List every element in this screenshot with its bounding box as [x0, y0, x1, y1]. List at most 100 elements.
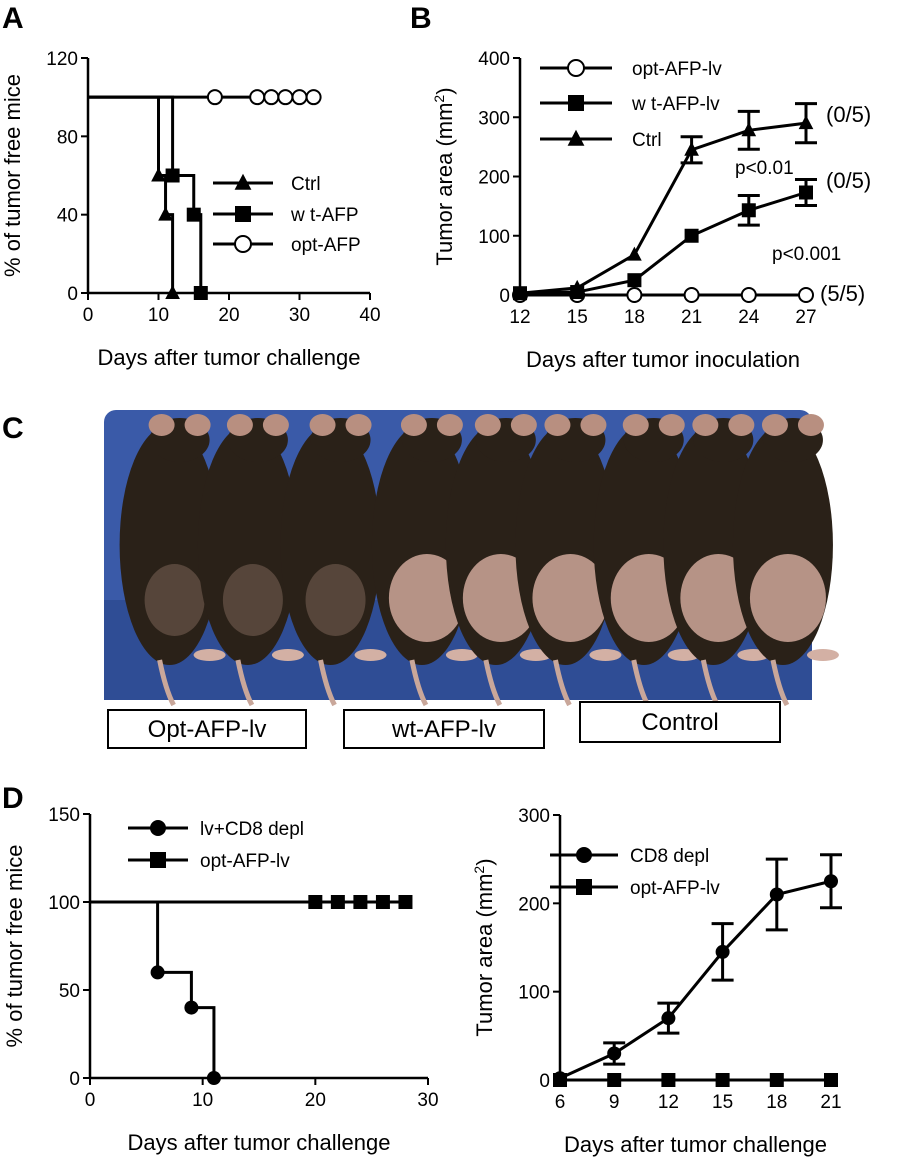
b-series-ctrl-line: [519, 121, 807, 295]
b-series-w-t-afp-lv-point: [741, 203, 756, 218]
mice-photograph: Opt-AFP-lv wt-AFP-lv Control: [104, 410, 839, 749]
mouse: [593, 414, 700, 707]
d-left-series-opt-afp-lv-point: [375, 895, 390, 909]
a-series-opt-afp-point: [291, 89, 308, 106]
d-left-series-opt-afp-lv-point: [398, 895, 413, 909]
b-x-tick-label: 24: [738, 307, 760, 328]
a-series-opt-afp-point: [305, 89, 322, 106]
d-right-series-opt-afp-lv-point: [715, 1073, 730, 1087]
b-y-axis-title-end: ): [432, 87, 457, 94]
b-y-tick-label: 300: [478, 108, 510, 129]
mouse-flank: [144, 564, 205, 636]
a-series-w-t-afp: [88, 95, 208, 300]
mouse-ear: [148, 414, 175, 436]
panel-letter-d: D: [2, 782, 24, 815]
a-series-ctrl-point: [158, 206, 173, 221]
a-y-tick-label: 0: [67, 284, 78, 305]
photo-label-control: Control: [641, 709, 718, 736]
d-right-x-tick-label: 15: [712, 1092, 733, 1113]
d-left-series-opt-afp-lv-point: [330, 895, 345, 909]
a-series-w-t-afp-point: [193, 286, 208, 300]
d-right-series-opt-afp-lv-point: [553, 1073, 567, 1087]
b-series-ctrl: [512, 102, 817, 300]
b-y-tick-label: 0: [499, 286, 510, 307]
b-annotation: (0/5): [826, 102, 871, 127]
d-left-x-tick-label: 0: [85, 1090, 96, 1111]
d-right-series-opt-afp-lv: [553, 1073, 838, 1087]
mouse-ear: [544, 414, 571, 436]
a-series-opt-afp-point: [263, 89, 280, 106]
d-right-legend-marker: [576, 847, 592, 863]
mouse-tail: [318, 659, 337, 707]
d-left-y-tick-label: 0: [69, 1069, 80, 1090]
b-legend-label: w t-AFP-lv: [631, 94, 720, 115]
a-x-tick-label: 0: [83, 305, 94, 326]
d-left-legend-label: lv+CD8 depl: [200, 819, 304, 840]
d-left-series-lv-cd8-depl-line: [90, 900, 216, 1078]
d-right-y-tick-label: 300: [518, 806, 550, 827]
b-legend-marker: [567, 129, 585, 146]
b-x-tick-label: 12: [509, 307, 530, 328]
d-right-x-tick-label: 18: [766, 1092, 787, 1113]
mouse-ear: [345, 414, 372, 436]
b-series-ctrl-point: [684, 141, 699, 156]
d-left-y-tick-label: 150: [48, 805, 80, 826]
mouse-ear: [797, 414, 824, 436]
photo-label-box-opt-afp-lv: [107, 709, 307, 749]
chart-a: 0 10 20 30 40 0 40 80 120 Days after tumor challe…: [0, 49, 381, 370]
a-series-opt-afp: [88, 89, 322, 106]
mouse-ear: [400, 414, 427, 436]
a-x-axis-title: Days after tumor challenge: [98, 345, 361, 370]
tumor: [749, 554, 826, 642]
mouse-flank: [222, 564, 283, 636]
d-right-legend-label: opt-AFP-lv: [630, 878, 720, 899]
mouse-ear: [692, 414, 719, 436]
mouse-ear: [262, 414, 289, 436]
a-legend-label: opt-AFP: [291, 235, 361, 256]
d-right-x-tick-label: 21: [820, 1092, 841, 1113]
b-y-tick-label: 100: [478, 227, 510, 248]
d-right-series-cd8-depl-point: [661, 1011, 676, 1026]
b-annotation: (0/5): [826, 168, 871, 193]
d-right-series-cd8-depl: [553, 853, 842, 1086]
d-right-x-axis-title: Days after tumor challenge: [564, 1132, 827, 1157]
mouse-ear: [309, 414, 336, 436]
b-series-w-t-afp-lv-point: [627, 273, 642, 288]
b-annotation: p<0.01: [735, 158, 794, 179]
mouse-tail: [157, 659, 176, 707]
d-right-series-cd8-depl-line: [559, 879, 832, 1080]
d-left-legend-marker: [150, 852, 166, 868]
d-right-x-tick-label: 6: [555, 1092, 566, 1113]
b-series-ctrl-point: [512, 285, 528, 300]
b-annotation: (5/5): [820, 281, 865, 306]
mouse: [732, 414, 839, 707]
mice-group: [119, 414, 839, 707]
photo-label-opt-afp-lv: Opt-AFP-lv: [148, 716, 267, 743]
d-left-y-axis-title: % of tumor free mice: [2, 845, 27, 1048]
a-y-tick-label: 40: [57, 206, 78, 227]
panel-letter-a: A: [2, 2, 24, 35]
b-x-tick-label: 15: [567, 307, 588, 328]
d-left-series-lv-cd8-depl-point: [150, 965, 165, 980]
mouse-foot: [445, 649, 478, 661]
a-series-ctrl: [88, 95, 180, 299]
d-right-y-tick-label: 100: [518, 983, 550, 1004]
mouse: [280, 414, 387, 707]
d-right-series-cd8-depl-point: [824, 874, 838, 889]
d-right-series-cd8-depl-point: [769, 887, 784, 902]
mouse-foot: [271, 649, 304, 661]
d-right-series-opt-afp-lv-point: [824, 1073, 838, 1087]
mouse: [371, 414, 478, 707]
mouse-tail: [770, 659, 790, 707]
mouse-ear: [761, 414, 788, 436]
d-right-x-tick-label: 12: [658, 1092, 679, 1113]
d-left-series-opt-afp-lv-point: [308, 895, 323, 909]
a-legend-marker: [235, 206, 251, 222]
mouse-ear: [728, 414, 755, 436]
a-series-opt-afp-point: [249, 89, 266, 106]
mouse-ear: [658, 414, 685, 436]
mouse-tail: [552, 659, 572, 707]
chart-b: 12 15 18 21 24 27 0 100 200 300 400 Days after tumo…: [431, 49, 871, 372]
b-x-tick-label: 27: [795, 307, 816, 328]
